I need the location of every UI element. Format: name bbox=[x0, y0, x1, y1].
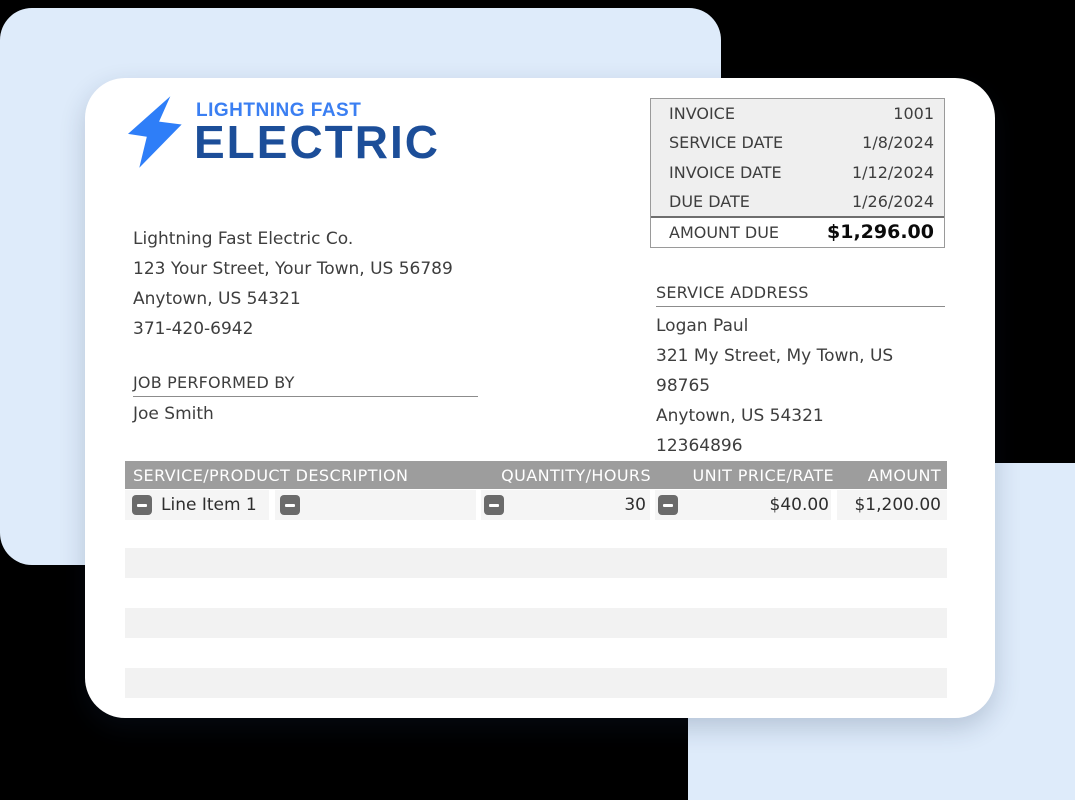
service-address-account: 12364896 bbox=[656, 436, 743, 456]
service-address-label: SERVICE ADDRESS bbox=[656, 284, 945, 307]
minus-glyph bbox=[137, 503, 147, 507]
table-empty-row bbox=[125, 668, 947, 698]
invoice-card: LIGHTNING FAST ELECTRIC Lightning Fast E… bbox=[85, 78, 995, 718]
line-items-header-row: SERVICE/PRODUCT DESCRIPTION QUANTITY/HOU… bbox=[125, 461, 947, 489]
company-city: Anytown, US 54321 bbox=[133, 289, 301, 309]
job-performed-by-section: JOB PERFORMED BY Joe Smith bbox=[133, 374, 478, 429]
summary-row-invoice-date: INVOICE DATE 1/12/2024 bbox=[651, 157, 944, 187]
quantity-cell[interactable]: 30 bbox=[481, 490, 650, 520]
line-item-quantity[interactable]: 30 bbox=[624, 495, 646, 515]
invoice-number-value: 1001 bbox=[893, 104, 934, 124]
invoice-date-label: INVOICE DATE bbox=[669, 162, 782, 182]
description-cell[interactable]: Line Item 1 bbox=[125, 490, 269, 520]
line-item-unit-price[interactable]: $40.00 bbox=[769, 495, 829, 515]
minus-glyph bbox=[489, 503, 499, 507]
due-date-value: 1/26/2024 bbox=[851, 191, 934, 211]
company-phone: 371-420-6942 bbox=[133, 319, 254, 339]
amount-cell: $1,200.00 bbox=[837, 490, 947, 520]
service-date-value: 1/8/2024 bbox=[862, 133, 934, 153]
company-name: Lightning Fast Electric Co. bbox=[133, 229, 354, 249]
service-address-section: SERVICE ADDRESS Logan Paul 321 My Street… bbox=[656, 284, 945, 461]
table-empty-row bbox=[125, 548, 947, 578]
remove-unit-price-icon[interactable] bbox=[658, 495, 678, 515]
invoice-date-value: 1/12/2024 bbox=[851, 162, 934, 182]
invoice-number-label: INVOICE bbox=[669, 104, 735, 124]
logo-text-top: LIGHTNING FAST bbox=[196, 100, 362, 121]
summary-row-amount-due: AMOUNT DUE $1,296.00 bbox=[651, 215, 944, 248]
invoice-summary-box: INVOICE 1001 SERVICE DATE 1/8/2024 INVOI… bbox=[650, 98, 945, 248]
service-address-street: 321 My Street, My Town, US 98765 bbox=[656, 346, 894, 396]
service-address-name: Logan Paul bbox=[656, 316, 749, 336]
company-street: 123 Your Street, Your Town, US 56789 bbox=[133, 259, 453, 279]
service-date-label: SERVICE DATE bbox=[669, 133, 784, 153]
header-unit-price: UNIT PRICE/RATE bbox=[692, 465, 834, 485]
amount-due-label: AMOUNT DUE bbox=[669, 222, 780, 242]
amount-due-value: $1,296.00 bbox=[827, 221, 934, 244]
logo-text-main: ELECTRIC bbox=[194, 116, 440, 168]
job-performed-by-value[interactable]: Joe Smith bbox=[133, 404, 214, 424]
minus-glyph bbox=[285, 503, 295, 507]
summary-row-due-date: DUE DATE 1/26/2024 bbox=[651, 186, 944, 216]
summary-row-service-date: SERVICE DATE 1/8/2024 bbox=[651, 128, 944, 158]
header-description: SERVICE/PRODUCT DESCRIPTION bbox=[133, 465, 409, 485]
line-item-description[interactable]: Line Item 1 bbox=[161, 495, 257, 515]
remove-quantity-icon[interactable] bbox=[484, 495, 504, 515]
line-item-amount: $1,200.00 bbox=[854, 495, 941, 515]
table-empty-row bbox=[125, 608, 947, 638]
service-address-lines: Logan Paul 321 My Street, My Town, US 98… bbox=[656, 311, 945, 461]
summary-row-invoice: INVOICE 1001 bbox=[651, 99, 944, 129]
description-extra-cell[interactable] bbox=[275, 490, 476, 520]
remove-description-extra-icon[interactable] bbox=[280, 495, 300, 515]
lightning-bolt-icon bbox=[128, 96, 182, 168]
header-amount: AMOUNT bbox=[867, 465, 941, 485]
job-performed-by-label: JOB PERFORMED BY bbox=[133, 374, 478, 397]
header-quantity: QUANTITY/HOURS bbox=[501, 465, 651, 485]
remove-description-icon[interactable] bbox=[132, 495, 152, 515]
company-info-block: Lightning Fast Electric Co. 123 Your Str… bbox=[133, 224, 453, 344]
unit-price-cell[interactable]: $40.00 bbox=[655, 490, 831, 520]
service-address-city: Anytown, US 54321 bbox=[656, 406, 824, 426]
due-date-label: DUE DATE bbox=[669, 191, 750, 211]
minus-glyph bbox=[663, 503, 673, 507]
table-row: Line Item 1 30 $40.00 $1,200.00 bbox=[125, 490, 947, 520]
